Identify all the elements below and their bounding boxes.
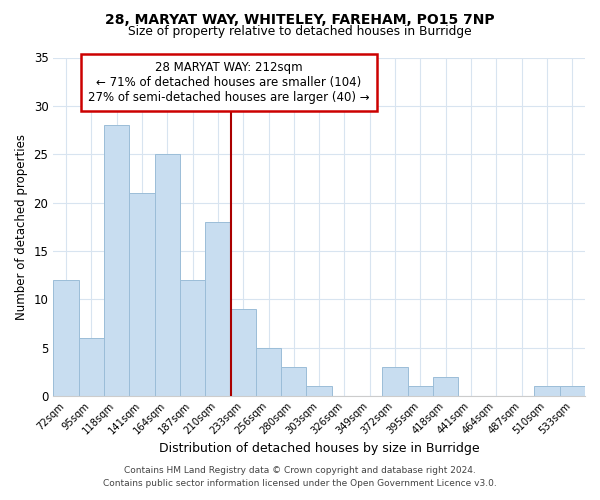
Text: Contains HM Land Registry data © Crown copyright and database right 2024.
Contai: Contains HM Land Registry data © Crown c…	[103, 466, 497, 487]
Bar	[205, 222, 230, 396]
X-axis label: Distribution of detached houses by size in Burridge: Distribution of detached houses by size …	[159, 442, 479, 455]
Bar	[79, 338, 104, 396]
Bar	[104, 125, 129, 396]
Bar	[433, 376, 458, 396]
Text: 28, MARYAT WAY, WHITELEY, FAREHAM, PO15 7NP: 28, MARYAT WAY, WHITELEY, FAREHAM, PO15 …	[105, 12, 495, 26]
Bar	[129, 193, 155, 396]
Text: Size of property relative to detached houses in Burridge: Size of property relative to detached ho…	[128, 25, 472, 38]
Bar	[382, 367, 408, 396]
Bar	[281, 367, 307, 396]
Bar	[53, 280, 79, 396]
Bar	[408, 386, 433, 396]
Bar	[155, 154, 180, 396]
Bar	[560, 386, 585, 396]
Y-axis label: Number of detached properties: Number of detached properties	[15, 134, 28, 320]
Bar	[180, 280, 205, 396]
Text: 28 MARYAT WAY: 212sqm
← 71% of detached houses are smaller (104)
27% of semi-det: 28 MARYAT WAY: 212sqm ← 71% of detached …	[88, 61, 370, 104]
Bar	[535, 386, 560, 396]
Bar	[256, 348, 281, 396]
Bar	[230, 309, 256, 396]
Bar	[307, 386, 332, 396]
